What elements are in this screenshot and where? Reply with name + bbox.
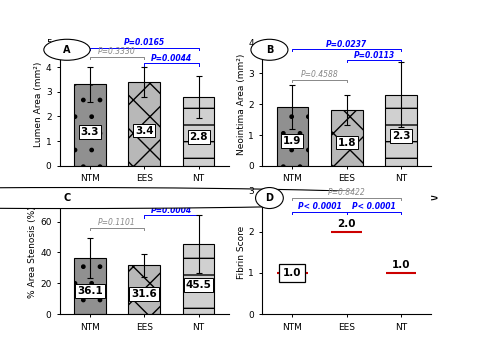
Text: D: D — [265, 193, 274, 203]
Text: 3.3: 3.3 — [80, 127, 99, 137]
Circle shape — [251, 39, 288, 60]
Text: P=0.0044: P=0.0044 — [151, 54, 192, 63]
Text: 2.0: 2.0 — [338, 219, 356, 229]
Text: P< 0.0001: P< 0.0001 — [297, 202, 342, 211]
Text: P=0.0004: P=0.0004 — [151, 206, 192, 215]
Text: P=0.3330: P=0.3330 — [98, 47, 136, 56]
Text: P=0.0113: P=0.0113 — [354, 51, 395, 60]
Text: P=0.0165: P=0.0165 — [124, 38, 165, 47]
Text: B: B — [266, 45, 273, 55]
Text: 45.5: 45.5 — [186, 280, 212, 290]
Bar — [128, 265, 160, 314]
Text: 31.6: 31.6 — [131, 289, 157, 299]
Y-axis label: Neointima Area (mm²): Neointima Area (mm²) — [237, 53, 246, 155]
Text: P< 0.0001: P< 0.0001 — [352, 202, 396, 211]
Text: 2.3: 2.3 — [392, 131, 411, 141]
Bar — [386, 95, 417, 166]
Bar — [331, 110, 363, 166]
Bar — [128, 82, 160, 166]
Y-axis label: Lumen Area (mm²): Lumen Area (mm²) — [34, 61, 43, 147]
Text: 1.0: 1.0 — [392, 260, 411, 270]
Circle shape — [256, 187, 283, 209]
Text: C: C — [63, 193, 70, 203]
Text: A: A — [63, 45, 71, 55]
Circle shape — [0, 187, 437, 209]
Text: 1.8: 1.8 — [338, 138, 356, 148]
Y-axis label: Fibrin Score: Fibrin Score — [237, 226, 246, 279]
Text: P=0.1101: P=0.1101 — [98, 218, 136, 227]
Bar — [74, 258, 105, 314]
Text: 2.8: 2.8 — [189, 132, 208, 142]
Bar — [74, 84, 105, 166]
Text: 1.9: 1.9 — [283, 136, 301, 146]
Text: 36.1: 36.1 — [77, 286, 103, 296]
Bar — [276, 107, 308, 166]
Text: P=0.4588: P=0.4588 — [301, 71, 338, 79]
Text: P=0.8422: P=0.8422 — [328, 189, 365, 197]
Bar — [183, 97, 215, 166]
Text: 3.4: 3.4 — [135, 126, 154, 136]
Text: 1.0: 1.0 — [283, 268, 302, 278]
Text: P=0.0066: P=0.0066 — [124, 193, 165, 202]
Circle shape — [44, 39, 90, 60]
Bar — [183, 244, 215, 314]
Text: P=0.0237: P=0.0237 — [326, 40, 367, 49]
Y-axis label: % Area Stenosis (%): % Area Stenosis (%) — [28, 207, 37, 298]
